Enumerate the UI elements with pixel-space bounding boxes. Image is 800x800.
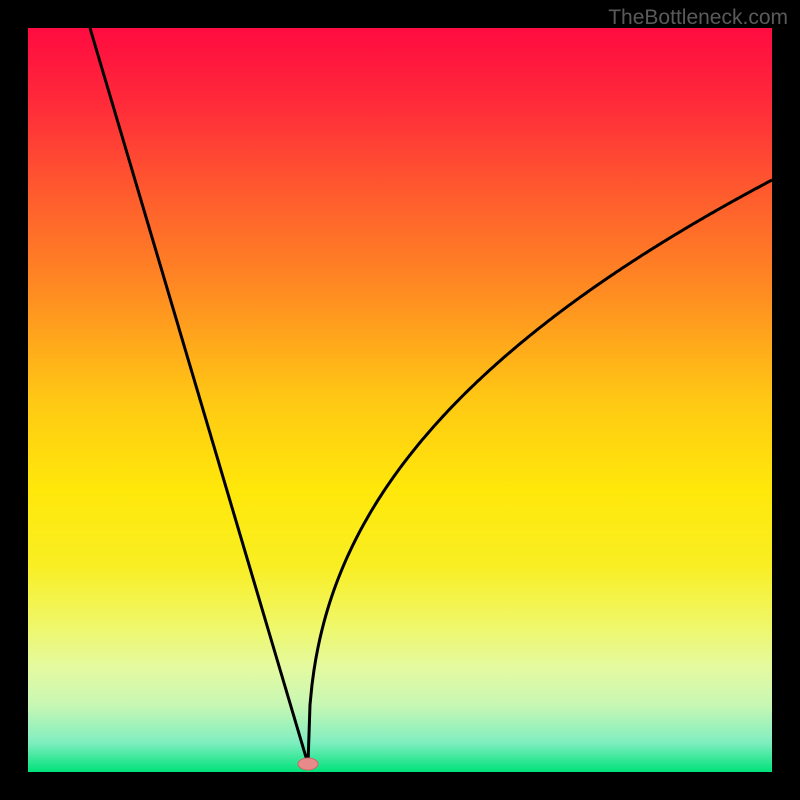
- optimal-marker: [298, 758, 318, 770]
- bottleneck-chart: TheBottleneck.com: [0, 0, 800, 800]
- plot-area: [28, 28, 772, 772]
- chart-svg: [0, 0, 800, 800]
- watermark-text: TheBottleneck.com: [608, 6, 788, 30]
